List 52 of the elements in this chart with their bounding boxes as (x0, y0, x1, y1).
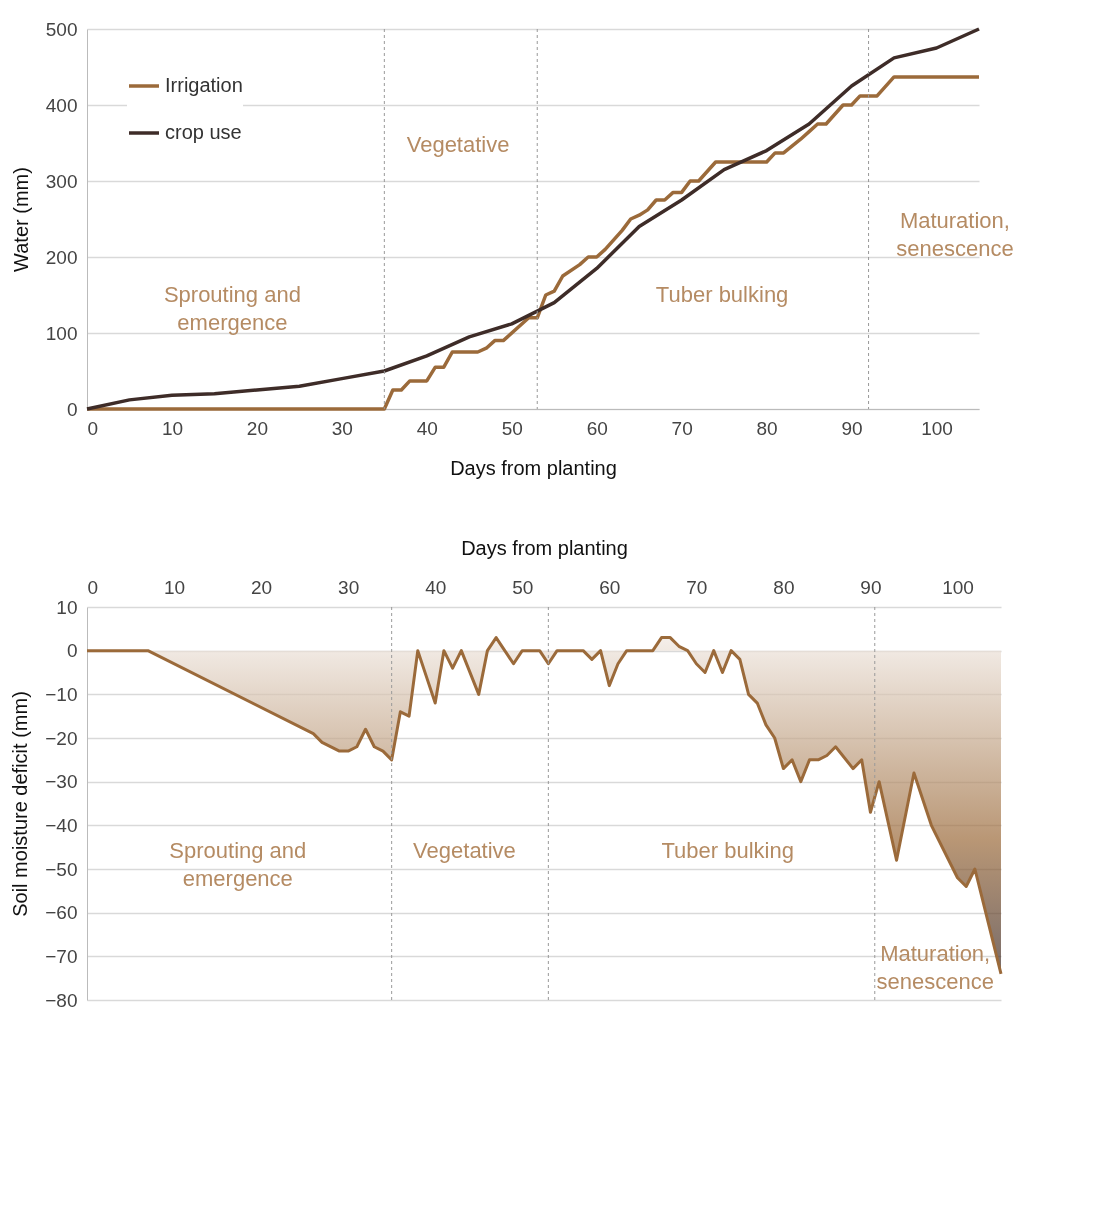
y-axis-title: Soil moisture deficit (mm) (9, 691, 32, 917)
x-tick-label: 80 (773, 576, 795, 598)
x-tick-label: 90 (841, 417, 863, 439)
y-tick-label: −60 (45, 902, 78, 924)
y-tick-label: 400 (45, 94, 78, 116)
y-tick-label: 0 (66, 398, 78, 420)
legend-label: Irrigation (165, 74, 243, 96)
x-tick-label: 60 (586, 417, 608, 439)
y-tick-label: 200 (45, 246, 78, 268)
x-tick-label: 50 (501, 417, 523, 439)
annotation: Maturation, senescence (876, 941, 994, 995)
x-tick-label: 50 (512, 576, 534, 598)
x-tick-label: 20 (251, 576, 273, 598)
x-tick-label: 40 (425, 576, 447, 598)
y-tick-label: 500 (45, 18, 78, 40)
y-tick-label: −70 (45, 945, 78, 967)
annotation: Sprouting and emergence (169, 837, 307, 891)
y-tick-label: 0 (66, 640, 78, 662)
y-tick-label: −50 (45, 858, 78, 880)
annotation: Tuber bulking (661, 837, 794, 863)
x-tick-label: 30 (331, 417, 353, 439)
x-tick-label: 70 (686, 576, 708, 598)
annotation: Tuber bulking (655, 282, 789, 307)
x-tick-label: 0 (87, 576, 99, 598)
x-axis-title: Days from planting (450, 456, 617, 479)
y-tick-label: −20 (45, 727, 78, 749)
y-tick-label: 100 (45, 322, 78, 344)
x-tick-label: 10 (161, 417, 184, 439)
x-tick-label: 0 (87, 417, 99, 439)
annotation: Vegetative (406, 131, 510, 157)
x-tick-label: 70 (671, 417, 693, 439)
x-tick-label: 90 (860, 576, 882, 598)
x-tick-label: 100 (942, 576, 974, 598)
annotation: Maturation, senescence (896, 207, 1014, 261)
legend-label: crop use (165, 121, 242, 143)
annotation: Sprouting and emergence (163, 282, 301, 335)
x-tick-label: 40 (416, 417, 438, 439)
x-tick-label: 60 (599, 576, 621, 598)
y-tick-label: −40 (45, 814, 78, 836)
x-tick-label: 10 (163, 576, 186, 598)
y-tick-label: −30 (45, 771, 78, 793)
x-axis-title: Days from planting (461, 536, 628, 559)
y-tick-label: −10 (45, 683, 78, 705)
x-tick-label: 80 (756, 417, 778, 439)
annotation: Vegetative (413, 837, 516, 863)
y-tick-label: 300 (45, 170, 78, 192)
y-tick-label: −80 (45, 989, 78, 1011)
y-axis-title: Water (mm) (9, 167, 32, 272)
x-tick-label: 100 (921, 417, 953, 439)
y-tick-label: 10 (56, 596, 78, 618)
x-tick-label: 30 (338, 576, 360, 598)
x-tick-label: 20 (246, 417, 268, 439)
